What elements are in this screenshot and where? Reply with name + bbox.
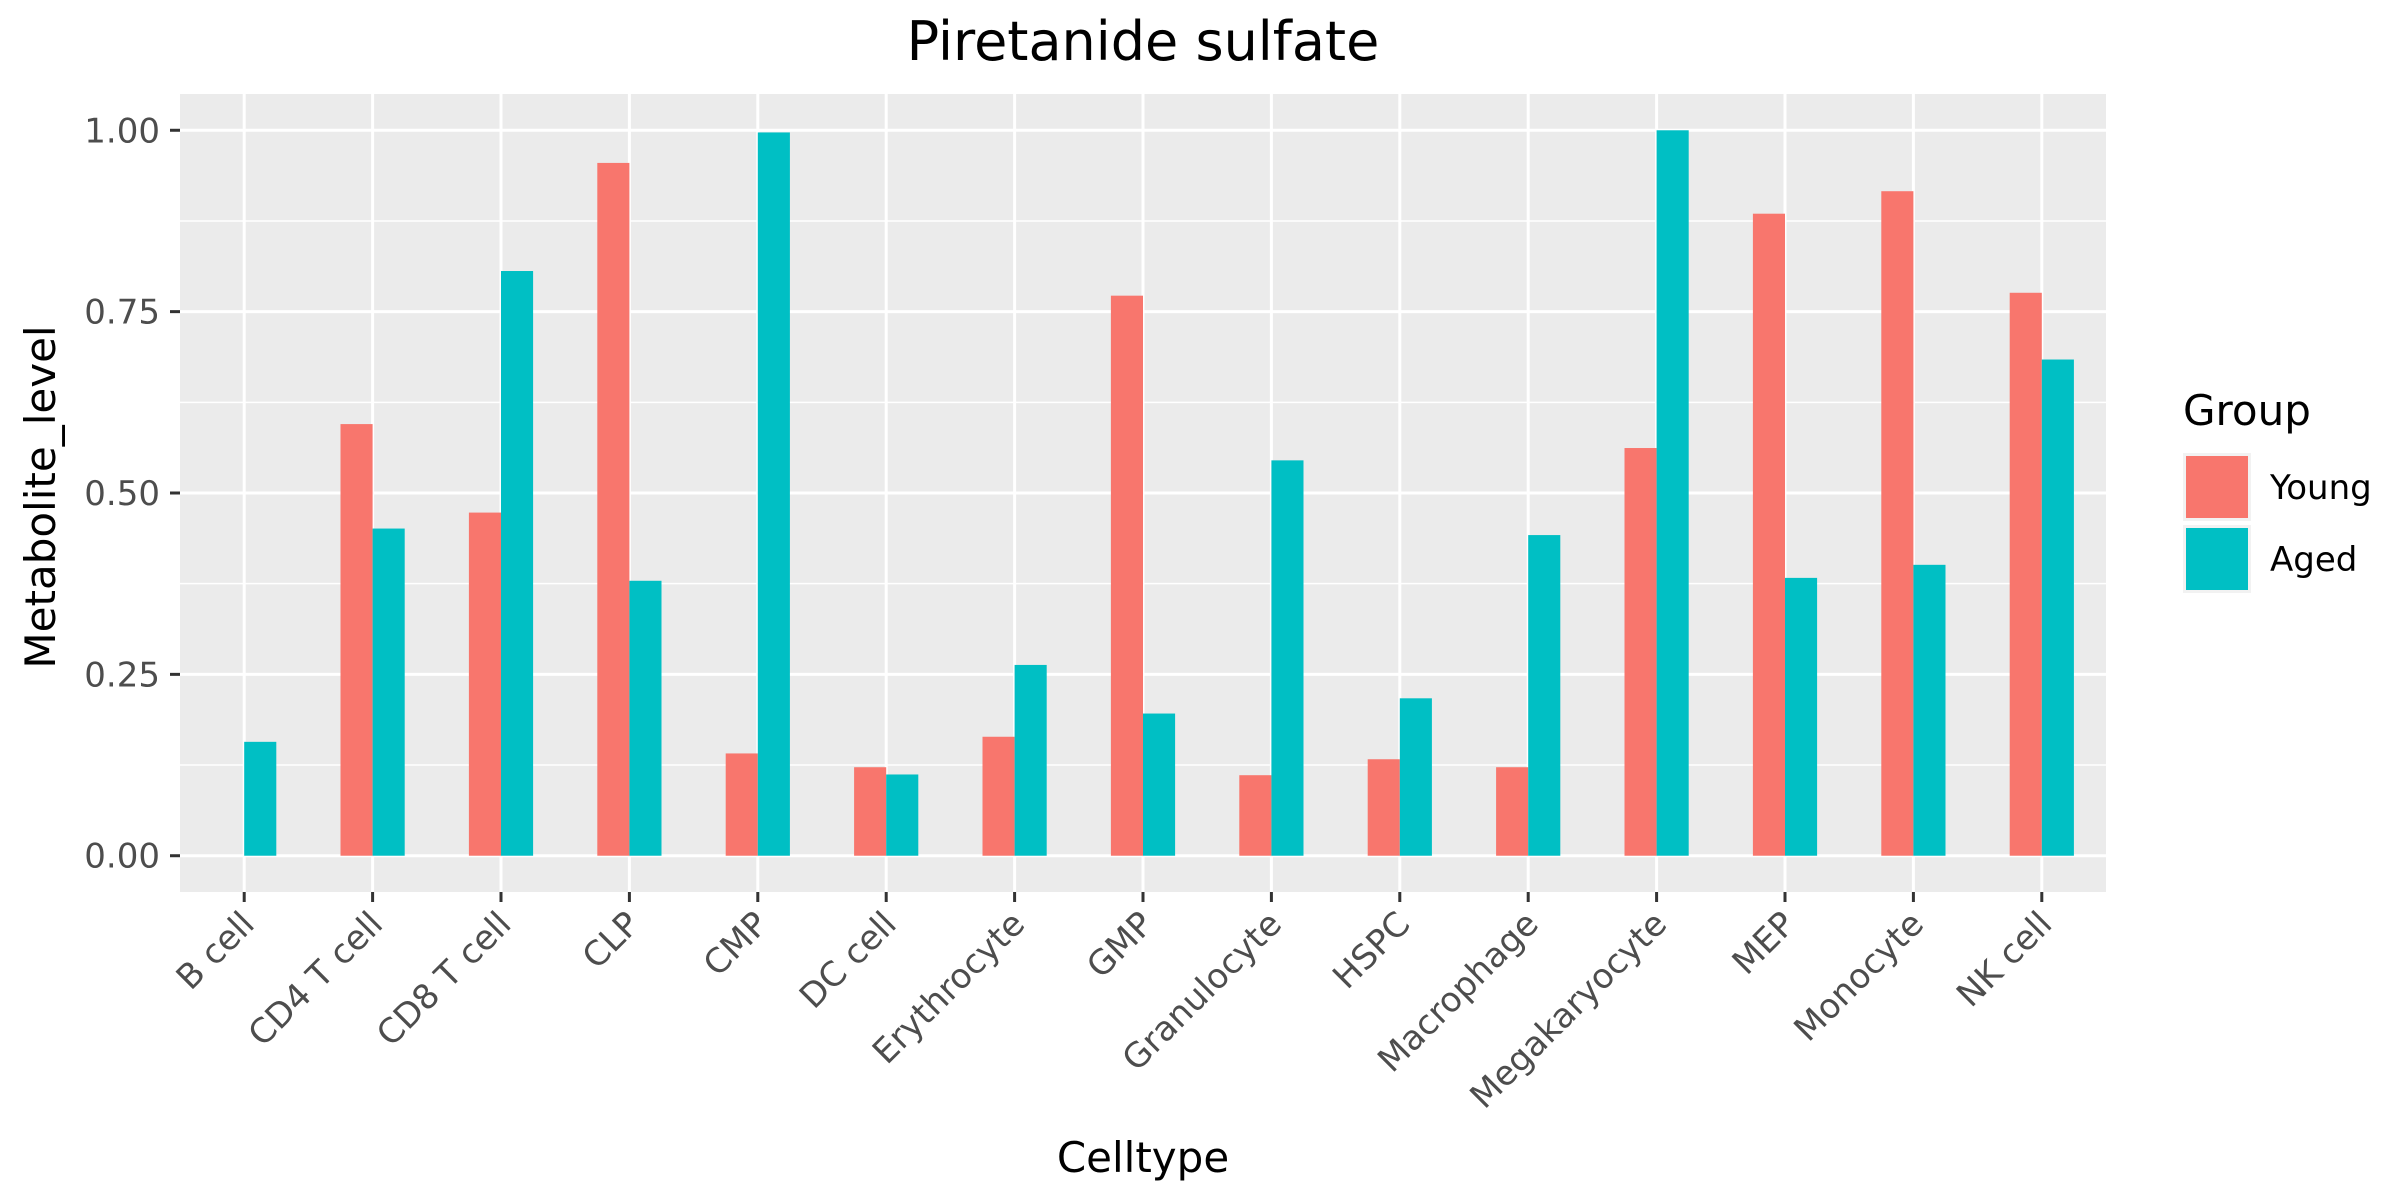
x-tick-label: CMP <box>696 904 776 984</box>
x-tick-label: NK cell <box>1949 904 2060 1015</box>
bar-aged <box>1143 713 1176 856</box>
x-tick-label: B cell <box>169 904 263 998</box>
legend: Group Young Aged <box>2183 386 2372 593</box>
y-axis-title: Metabolite_level <box>16 325 65 668</box>
bar-aged <box>2041 359 2074 856</box>
y-tick-label: 0.50 <box>84 474 160 514</box>
bar-aged <box>372 528 405 856</box>
legend-label-aged: Aged <box>2270 540 2357 580</box>
legend-title: Group <box>2183 386 2311 435</box>
bar-young <box>468 512 501 856</box>
bar-young <box>597 162 630 856</box>
y-tick-label: 0.75 <box>84 293 160 333</box>
bar-aged <box>1913 564 1946 856</box>
bar-young <box>1110 295 1143 856</box>
legend-swatch-aged <box>2186 528 2248 590</box>
bar-aged <box>1785 577 1818 856</box>
bar-young <box>1881 191 1914 856</box>
chart-title: Piretanide sulfate <box>907 10 1380 73</box>
y-tick-label: 0.25 <box>84 655 160 695</box>
bar-aged <box>501 271 534 856</box>
bar-young <box>982 736 1015 856</box>
x-tick-label: CD4 T cell <box>241 904 391 1054</box>
x-tick-label: HSPC <box>1325 904 1418 997</box>
x-tick-label: GMP <box>1079 904 1161 986</box>
bar-aged <box>244 741 277 856</box>
y-tick-label: 1.00 <box>84 111 160 151</box>
bar-young <box>2009 292 2042 856</box>
bar-aged <box>1271 460 1304 856</box>
bar-young <box>1624 448 1657 856</box>
x-tick-label: MEP <box>1725 904 1804 983</box>
x-axis-title: Celltype <box>1057 1133 1229 1182</box>
bars-group <box>244 130 2074 856</box>
bar-aged <box>1528 535 1561 856</box>
bar-aged <box>629 580 662 856</box>
x-tick-label: CLP <box>575 904 648 977</box>
bar-young <box>1239 775 1272 856</box>
legend-swatch-young <box>2186 456 2248 518</box>
bar-aged <box>757 132 790 856</box>
bar-young <box>1496 767 1529 856</box>
y-tick-label: 0.00 <box>84 837 160 877</box>
bar-aged <box>886 774 919 856</box>
bar-aged <box>1399 698 1432 856</box>
x-tick-label: DC cell <box>792 904 905 1017</box>
x-tick-label: CD8 T cell <box>369 904 519 1054</box>
legend-label-young: Young <box>2269 468 2372 508</box>
bar-young <box>1367 759 1400 856</box>
bar-young <box>725 753 758 856</box>
bar-aged <box>1014 664 1047 856</box>
bar-young <box>340 424 373 856</box>
bar-young <box>1752 213 1785 856</box>
bar-young <box>854 767 887 856</box>
bar-aged <box>1656 130 1689 856</box>
y-axis: 0.00 0.25 0.50 0.75 1.00 <box>84 111 180 877</box>
x-tick-label: Monocyte <box>1786 904 1931 1049</box>
